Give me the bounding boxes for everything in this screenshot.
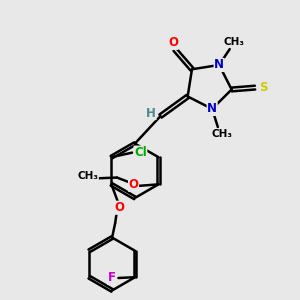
Text: F: F [108,272,116,284]
Text: H: H [146,106,156,120]
Text: CH₃: CH₃ [224,37,245,46]
Text: O: O [168,36,178,50]
Text: N: N [214,58,224,71]
Text: CH₃: CH₃ [212,129,233,139]
Text: O: O [128,178,139,191]
Text: N: N [207,102,217,116]
Text: CH₃: CH₃ [77,171,98,182]
Text: S: S [259,81,268,94]
Text: Cl: Cl [134,146,147,159]
Text: O: O [114,201,124,214]
